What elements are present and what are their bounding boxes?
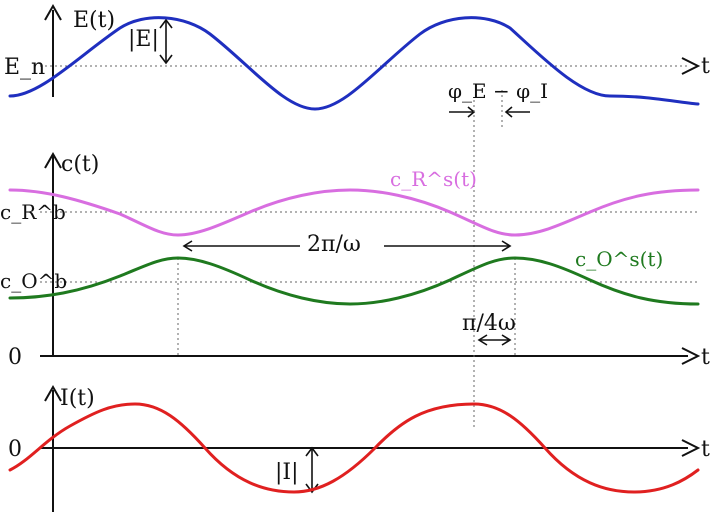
top-y-arrow	[44, 3, 62, 21]
top-x-arrow	[681, 57, 701, 75]
top-e-curve	[8, 16, 700, 111]
middle-quarter-left-arrow	[477, 334, 488, 346]
middle-r-level-label: c_R^b	[0, 200, 66, 224]
middle-o-level-label: c_O^b	[0, 269, 67, 293]
bottom-zero-label: 0	[8, 437, 22, 462]
middle-panel: c(t) t 0 c_R^b c_O^b c_R^s(t) c_O^s(t) 2…	[0, 100, 710, 430]
top-y-label: E(t)	[73, 8, 115, 33]
middle-period-left-arrow	[182, 240, 193, 252]
middle-quarter-label: π/4ω	[462, 311, 516, 336]
top-x-label: t	[701, 54, 710, 79]
top-level-label: E_n	[4, 55, 45, 80]
top-panel: E(t) E_n |E| t φ_E − φ_I	[4, 3, 710, 130]
bottom-x-label: t	[701, 437, 710, 462]
bottom-amplitude-arrow-down	[305, 483, 319, 494]
bottom-y-arrow	[44, 384, 62, 402]
middle-x-label: t	[701, 345, 710, 370]
middle-y-arrow	[44, 151, 62, 169]
middle-r-curve	[8, 188, 700, 237]
top-amplitude-label: |E|	[128, 27, 159, 52]
bottom-x-arrow	[681, 439, 701, 457]
top-amplitude-arrow-down	[159, 54, 173, 65]
middle-o-curve	[8, 256, 700, 306]
middle-period-right-arrow	[501, 240, 512, 252]
middle-r-curve-label: c_R^s(t)	[390, 167, 477, 191]
bottom-y-label: I(t)	[60, 386, 95, 411]
bottom-amplitude-label: |I|	[275, 460, 299, 485]
middle-quarter-right-arrow	[501, 334, 512, 346]
top-phase-right-arrowhead	[504, 106, 513, 118]
top-amplitude-arrow-up	[159, 18, 173, 29]
top-phase-label: φ_E − φ_I	[448, 79, 548, 103]
middle-zero-label: 0	[8, 345, 22, 370]
middle-x-arrow	[681, 347, 701, 365]
middle-period-label: 2π/ω	[307, 232, 361, 257]
middle-o-curve-label: c_O^s(t)	[575, 247, 663, 271]
bottom-i-curve	[8, 402, 700, 494]
bottom-amplitude-arrow-up	[305, 446, 319, 457]
middle-y-label: c(t)	[61, 152, 99, 177]
bottom-panel: I(t) t 0 |I|	[8, 384, 710, 512]
